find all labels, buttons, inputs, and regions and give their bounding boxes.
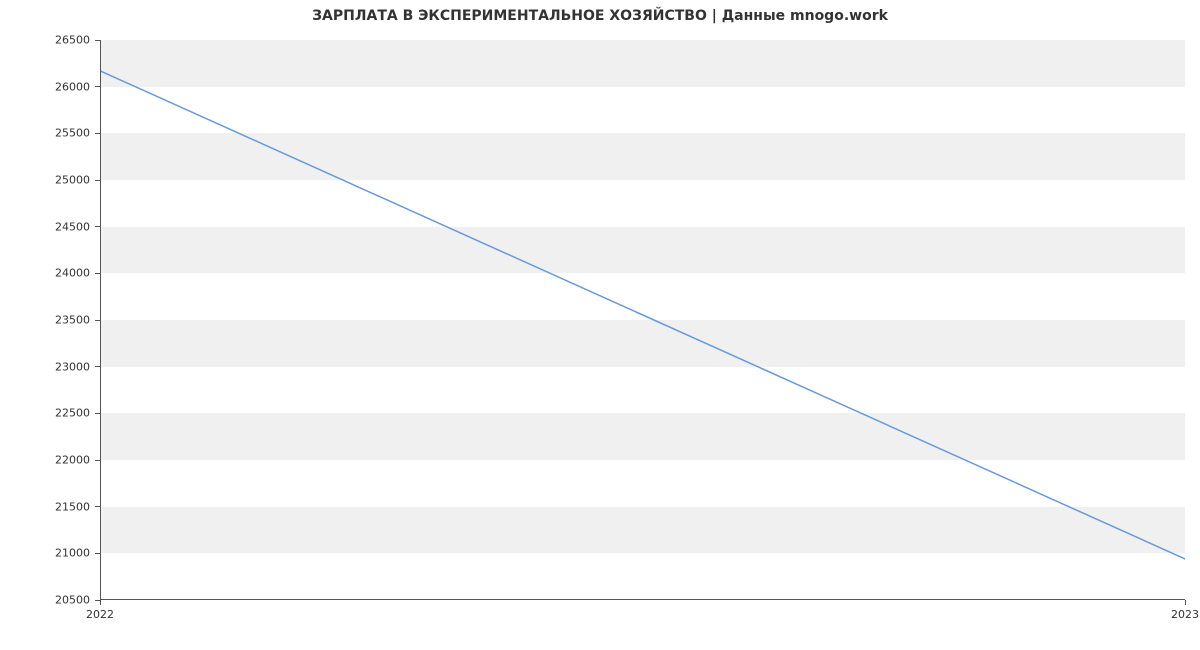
salary-line-chart: ЗАРПЛАТА В ЭКСПЕРИМЕНТАЛЬНОЕ ХОЗЯЙСТВО |…	[0, 0, 1200, 650]
y-axis-line	[100, 40, 101, 600]
y-tick-label: 25500	[30, 127, 90, 140]
y-tick-label: 20500	[30, 594, 90, 607]
y-tick	[95, 40, 100, 41]
x-tick	[100, 600, 101, 605]
y-tick-label: 22500	[30, 407, 90, 420]
series-line	[100, 40, 1185, 600]
y-tick	[95, 506, 100, 507]
x-tick	[1185, 600, 1186, 605]
y-tick	[95, 226, 100, 227]
y-tick-label: 26000	[30, 80, 90, 93]
y-tick-label: 22000	[30, 454, 90, 467]
x-axis-line	[100, 599, 1185, 600]
x-tick-label: 2023	[1171, 608, 1199, 621]
y-tick	[95, 273, 100, 274]
y-tick-label: 24500	[30, 220, 90, 233]
y-tick-label: 21000	[30, 547, 90, 560]
y-tick	[95, 460, 100, 461]
y-tick	[95, 366, 100, 367]
y-tick	[95, 553, 100, 554]
x-tick-label: 2022	[86, 608, 114, 621]
plot-area: 2050021000215002200022500230002350024000…	[100, 40, 1185, 600]
y-tick	[95, 86, 100, 87]
y-tick	[95, 133, 100, 134]
y-tick-label: 26500	[30, 34, 90, 47]
y-tick-label: 23000	[30, 360, 90, 373]
y-tick-label: 24000	[30, 267, 90, 280]
chart-title: ЗАРПЛАТА В ЭКСПЕРИМЕНТАЛЬНОЕ ХОЗЯЙСТВО |…	[0, 8, 1200, 24]
y-tick	[95, 413, 100, 414]
y-tick-label: 23500	[30, 314, 90, 327]
y-tick-label: 21500	[30, 500, 90, 513]
y-tick	[95, 320, 100, 321]
y-tick	[95, 180, 100, 181]
y-tick-label: 25000	[30, 174, 90, 187]
